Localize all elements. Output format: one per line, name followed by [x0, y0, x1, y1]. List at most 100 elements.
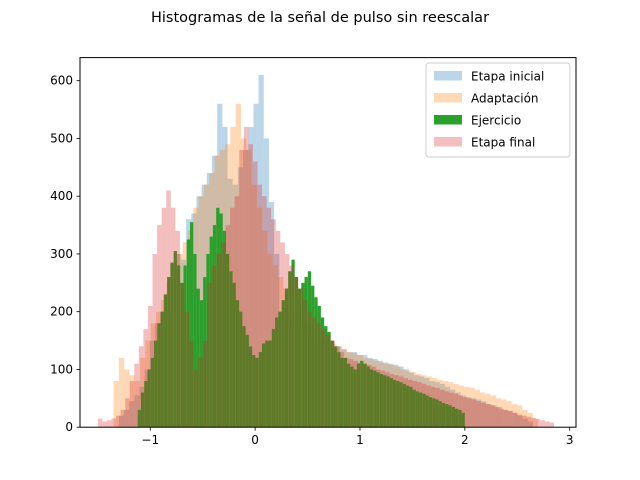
x-tick-label: 2	[461, 433, 469, 447]
histogram-bar	[476, 401, 481, 428]
chart-title: Histogramas de la señal de pulso sin ree…	[151, 10, 489, 26]
histogram-bar	[535, 419, 541, 428]
legend-label: Etapa inicial	[471, 70, 544, 84]
legend-swatch	[434, 137, 462, 147]
histogram-bar	[496, 406, 502, 428]
histogram-bar	[251, 184, 257, 428]
histogram-bar	[501, 399, 507, 428]
histogram-bar	[239, 150, 244, 428]
histogram-bar	[124, 369, 130, 428]
histogram-bar	[399, 382, 403, 428]
histogram-bar	[458, 385, 464, 428]
histogram-bar	[373, 370, 377, 428]
histogram-bar	[325, 334, 331, 428]
histogram-bar	[481, 401, 487, 428]
histogram-bar	[432, 398, 436, 428]
histogram-bar	[503, 409, 509, 428]
histogram-bar	[419, 392, 423, 428]
histogram-bar	[118, 357, 125, 428]
histogram-bar	[417, 382, 422, 428]
histogram-bar	[129, 401, 135, 428]
histogram-bar	[465, 397, 471, 428]
legend-swatch	[434, 115, 462, 125]
histogram-bar	[202, 340, 208, 428]
histogram-bar	[293, 277, 299, 428]
histogram-bar	[340, 357, 344, 428]
histogram-bar	[209, 236, 213, 428]
histogram-bar	[129, 375, 135, 428]
histogram-bar	[451, 406, 456, 428]
histogram-bar	[353, 360, 358, 428]
histogram-bar	[134, 363, 139, 428]
histogram-bar	[506, 401, 512, 428]
histogram-bar	[512, 412, 518, 428]
histogram-bar	[327, 331, 331, 428]
histogram-bar	[256, 207, 263, 428]
histogram-bar	[512, 412, 518, 428]
histogram-bar	[527, 421, 534, 428]
histogram-bar	[491, 405, 497, 428]
series-3	[137, 207, 465, 428]
histogram-bar	[239, 311, 243, 428]
histogram-bar	[248, 126, 254, 428]
histogram-bar	[469, 387, 475, 428]
histogram-bar	[425, 395, 429, 428]
histogram-bar	[386, 376, 390, 428]
histogram-bar	[180, 282, 184, 428]
histogram-bar	[167, 277, 171, 428]
histogram-bar	[243, 126, 249, 428]
histogram-bar	[222, 230, 227, 428]
histogram-bar	[267, 253, 273, 428]
histogram-bar	[125, 398, 130, 428]
histogram-bar	[415, 391, 420, 428]
histogram-bar	[460, 395, 466, 428]
histogram-bar	[383, 375, 387, 428]
histogram-bar	[143, 329, 148, 428]
histogram-bar	[275, 230, 281, 428]
histogram-bar	[522, 418, 528, 428]
histogram-bar	[467, 398, 472, 428]
histogram-bar	[526, 416, 532, 428]
histogram-bar	[307, 271, 312, 428]
histogram-bar	[268, 201, 275, 428]
histogram-bar	[490, 405, 495, 428]
histogram-bar	[219, 213, 223, 428]
histogram-bar	[366, 366, 370, 428]
histogram-bar	[494, 406, 500, 428]
histogram-bar	[148, 305, 153, 428]
histogram-bar	[421, 383, 427, 428]
histogram-bar	[183, 265, 187, 428]
histogram-bar	[245, 334, 249, 428]
histogram-bar	[366, 364, 372, 428]
histogram-bar	[380, 370, 386, 428]
histogram-bar	[134, 395, 140, 428]
histogram-bar	[232, 282, 236, 428]
histogram-bar	[353, 369, 357, 428]
histogram-bar	[240, 138, 247, 428]
histogram-bar	[348, 359, 354, 428]
histogram-bar	[170, 262, 174, 428]
histogram-bar	[271, 219, 276, 428]
histogram-bar	[532, 418, 539, 428]
histogram-bar	[160, 311, 164, 428]
histogram-bar	[389, 378, 393, 428]
histogram-bar	[428, 397, 433, 428]
histogram-bar	[193, 253, 197, 428]
histogram-bar	[216, 207, 220, 428]
histogram-bar	[307, 311, 313, 428]
histogram-bar	[357, 362, 363, 428]
legend-swatch	[434, 93, 462, 103]
histogram-bar	[147, 369, 151, 428]
histogram-bar	[102, 421, 107, 428]
histogram-bar	[444, 391, 450, 428]
histogram-bar	[356, 363, 361, 428]
histogram-bar	[311, 285, 315, 428]
histogram-bar	[490, 395, 496, 428]
bars-layer	[97, 74, 554, 428]
histogram-bar	[544, 421, 550, 428]
histogram-bar	[248, 346, 253, 428]
histogram-bar	[196, 288, 200, 428]
histogram-bar	[265, 340, 269, 428]
histogram-bar	[320, 317, 325, 428]
histogram-bar	[324, 326, 328, 428]
